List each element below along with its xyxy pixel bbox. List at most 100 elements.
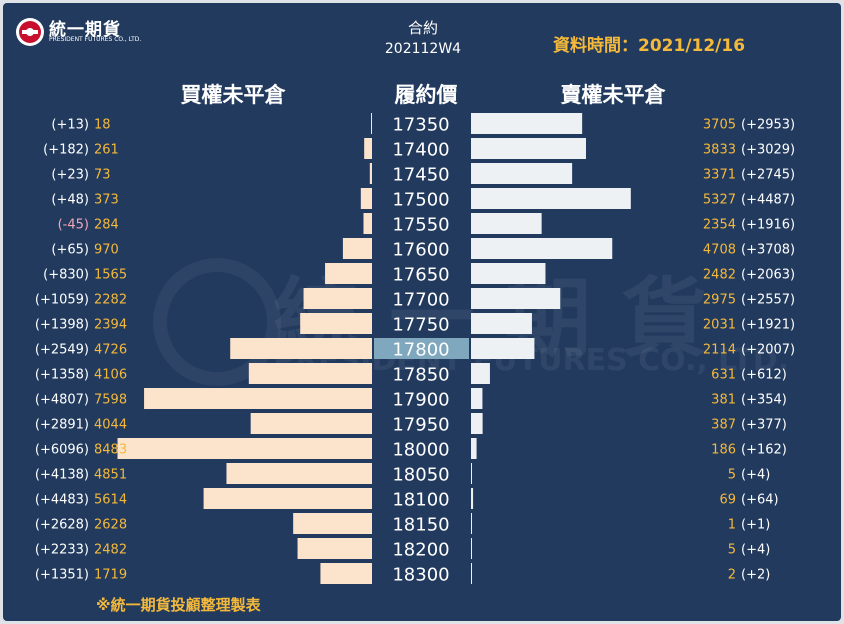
put-bar-17500: [471, 188, 631, 209]
put-value-18300: 2: [728, 568, 736, 583]
data-time: 資料時間：2021/12/16: [553, 36, 746, 56]
call-change-18000: (+6096): [35, 443, 89, 458]
put-bar-17400: [471, 138, 586, 159]
strike-label-17400: 17400: [392, 140, 449, 161]
logo-name: 統一期貨: [49, 20, 121, 40]
put-change-17650: (+2063): [741, 268, 795, 283]
put-value-17650: 2482: [703, 268, 736, 283]
call-bar-17350: [371, 113, 372, 134]
put-bar-17450: [471, 163, 573, 184]
put-change-17800: (+2007): [741, 343, 795, 358]
call-change-17950: (+2891): [35, 418, 89, 433]
strike-label-17800: 17800: [392, 340, 449, 361]
strike-label-18000: 18000: [392, 440, 449, 461]
call-value-17550: 284: [94, 218, 119, 233]
call-value-17400: 261: [94, 143, 119, 158]
put-change-18300: (+2): [741, 568, 770, 583]
put-bar-17850: [471, 363, 490, 384]
put-bar-18200: [471, 538, 472, 559]
put-bar-17350: [471, 113, 583, 134]
put-value-17350: 3705: [703, 118, 736, 133]
put-change-17550: (+1916): [741, 218, 795, 233]
put-value-18100: 69: [719, 493, 736, 508]
put-bar-17700: [471, 288, 561, 309]
strike-label-17550: 17550: [392, 215, 449, 236]
strike-header: 履約價: [394, 83, 458, 107]
strike-label-17850: 17850: [392, 365, 449, 386]
put-value-17850: 631: [711, 368, 736, 383]
call-bar-17700: [303, 288, 372, 309]
call-bar-17800: [230, 338, 372, 359]
footer-note: ※統一期貨投顧整理製表: [96, 596, 261, 614]
put-change-17450: (+2745): [741, 168, 795, 183]
call-change-17850: (+1358): [35, 368, 89, 383]
logo-subtitle: PRESIDENT FUTURES CO., LTD.: [49, 36, 142, 43]
put-value-17600: 4708: [703, 243, 736, 258]
strike-label-17500: 17500: [392, 190, 449, 211]
call-change-17900: (+4807): [35, 393, 89, 408]
put-value-17950: 387: [711, 418, 736, 433]
strike-highlight-17800: [374, 338, 469, 359]
put-value-17500: 5327: [703, 193, 736, 208]
call-bar-18100: [203, 488, 372, 509]
put-value-18200: 5: [728, 543, 736, 558]
call-change-18150: (+2628): [35, 518, 89, 533]
put-value-17550: 2354: [703, 218, 736, 233]
logo-emblem-icon: [16, 18, 44, 46]
call-value-17600: 970: [94, 243, 119, 258]
call-bar-17750: [300, 313, 372, 334]
call-bar-17600: [342, 238, 372, 259]
put-change-18100: (+64): [741, 493, 779, 508]
strike-label-17600: 17600: [392, 240, 449, 261]
put-bar-18100: [471, 488, 474, 509]
strike-label-17350: 17350: [392, 115, 449, 136]
call-value-18050: 4851: [94, 468, 127, 483]
call-bar-17450: [369, 163, 372, 184]
call-bar-18200: [297, 538, 372, 559]
strike-label-18300: 18300: [392, 565, 449, 586]
put-change-18050: (+4): [741, 468, 770, 483]
call-value-17500: 373: [94, 193, 119, 208]
put-value-18000: 186: [711, 443, 736, 458]
strike-label-17650: 17650: [392, 265, 449, 286]
put-bar-18050: [471, 463, 472, 484]
put-change-17600: (+3708): [741, 243, 795, 258]
put-bar-17550: [471, 213, 542, 234]
call-value-18200: 2482: [94, 543, 127, 558]
put-change-17750: (+1921): [741, 318, 795, 333]
call-change-17650: (+830): [43, 268, 89, 283]
call-value-18100: 5614: [94, 493, 127, 508]
call-value-17900: 7598: [94, 393, 127, 408]
call-value-17700: 2282: [94, 293, 127, 308]
call-change-18050: (+4138): [35, 468, 89, 483]
call-value-17800: 4726: [94, 343, 127, 358]
put-oi-header: 賣權未平倉: [560, 83, 666, 107]
strike-label-17950: 17950: [392, 415, 449, 436]
open-interest-chart: 17350 (+13) 18 3705 (+2953) 17400 (+182) 261 383…: [35, 113, 795, 586]
put-bar-17750: [471, 313, 532, 334]
put-bar-18000: [471, 438, 477, 459]
put-change-18000: (+162): [741, 443, 787, 458]
put-value-17450: 3371: [703, 168, 736, 183]
put-bar-18150: [471, 513, 472, 534]
put-change-17400: (+3029): [741, 143, 795, 158]
call-value-18150: 2628: [94, 518, 127, 533]
call-change-17550: (-45): [58, 218, 89, 233]
call-bar-18150: [293, 513, 372, 534]
call-bar-17650: [325, 263, 372, 284]
call-bar-17550: [363, 213, 372, 234]
strike-label-17750: 17750: [392, 315, 449, 336]
strike-label-17700: 17700: [392, 290, 449, 311]
strike-label-18050: 18050: [392, 465, 449, 486]
call-value-17450: 73: [94, 168, 111, 183]
contract-label: 合約: [407, 19, 438, 37]
chart-panel: 統一期貨 PRESIDENT FUTURES CO., LTD. 統一期貨 PR…: [3, 3, 841, 621]
contract-code: 202112W4: [384, 41, 462, 57]
put-bar-18300: [471, 563, 472, 584]
put-value-17750: 2031: [703, 318, 736, 333]
call-value-17650: 1565: [94, 268, 127, 283]
put-change-17700: (+2557): [741, 293, 795, 308]
put-change-17350: (+2953): [741, 118, 795, 133]
call-value-17350: 18: [94, 118, 111, 133]
put-bar-17650: [471, 263, 546, 284]
